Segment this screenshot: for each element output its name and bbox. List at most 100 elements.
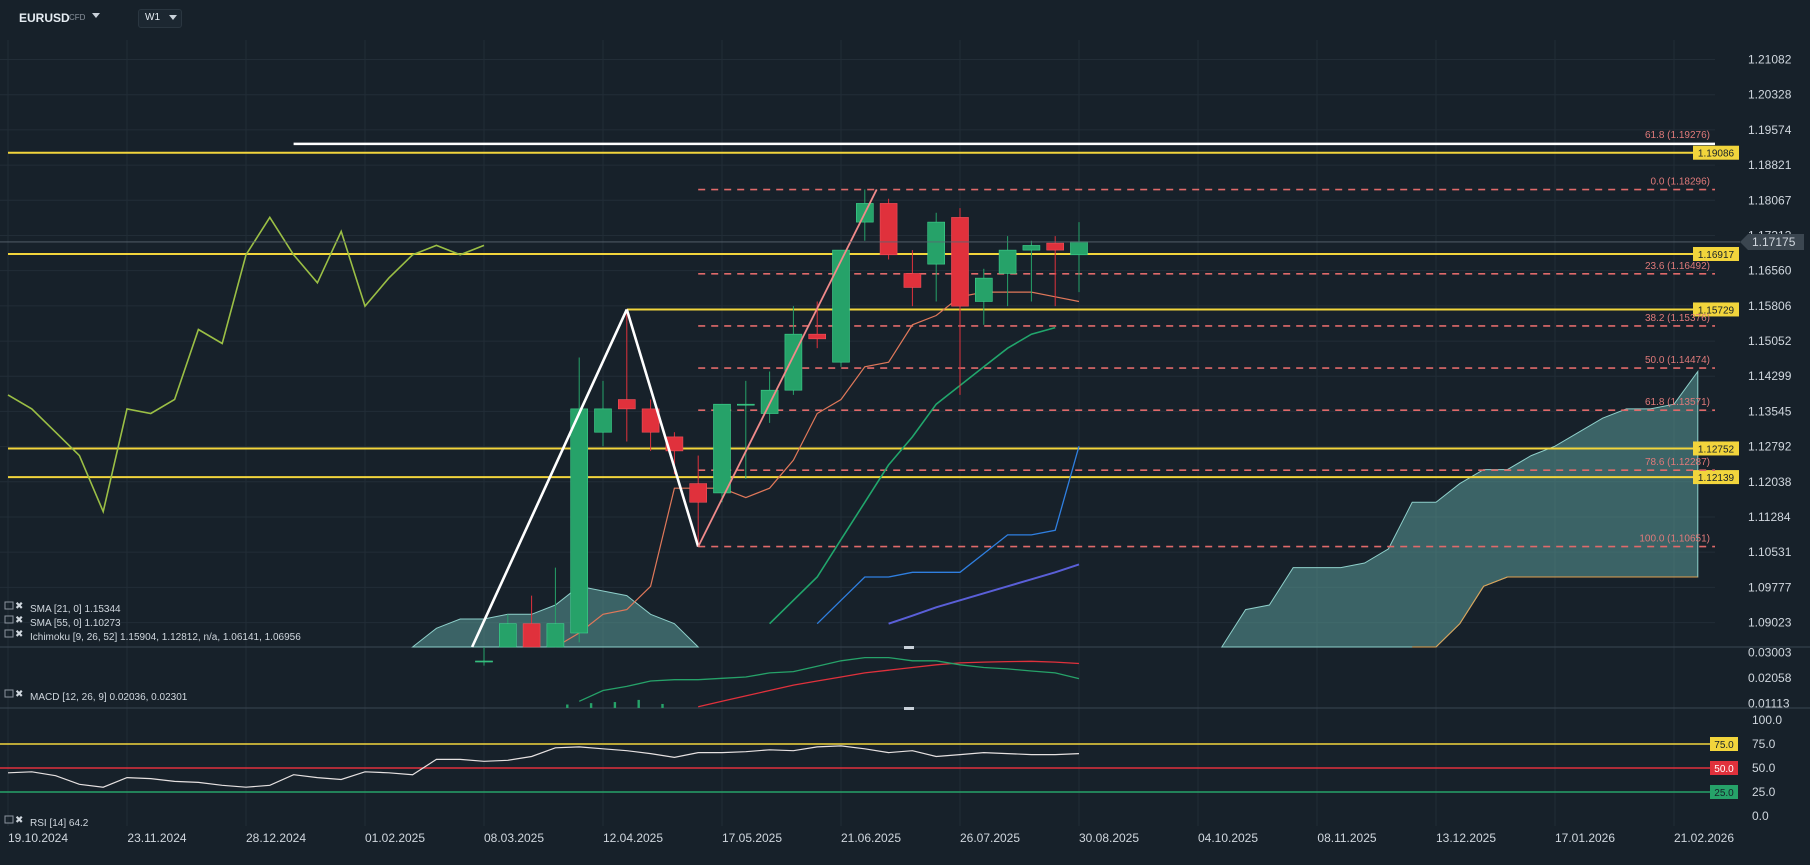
price-axis-tick: 1.11284 [1748, 510, 1791, 524]
white-level-label: 61.8 (1.19276) [1645, 130, 1710, 141]
candle-body [927, 221, 946, 265]
legend-settings-icon[interactable] [4, 615, 14, 624]
candle-body [713, 403, 731, 494]
price-axis-tick: 1.09777 [1748, 580, 1792, 594]
legend-settings-icon[interactable] [4, 629, 14, 638]
macd-histogram-bar [613, 702, 617, 708]
fib-level-label: 0.0 (1.18296) [1651, 177, 1711, 188]
candle-body [665, 436, 684, 452]
legend-sma2[interactable]: ✖ SMA [55, 0] 1.10273 [4, 615, 121, 629]
macd-histogram-bar [589, 703, 593, 708]
price-candles [475, 189, 1088, 666]
price-axis-tick: 1.16560 [1748, 264, 1792, 278]
rsi-axis-tick: 25.0 [1752, 785, 1776, 799]
timeframe-chevron-down-icon[interactable] [169, 15, 177, 20]
zigzag-drawing[interactable] [470, 189, 878, 648]
zigzag-segment [470, 308, 628, 648]
horizontal-levels[interactable]: 1.19086 1.16917 1.15729 1.12752 1.12139 61.8 … [8, 130, 1739, 485]
fib-level-label: 38.2 (1.15376) [1645, 313, 1710, 324]
time-axis-tick: 01.02.2025 [365, 831, 425, 845]
rsi-axis-tick: 50.0 [1752, 761, 1776, 775]
legend-sma1[interactable]: ✖ SMA [21, 0] 1.15344 [4, 601, 121, 615]
candle-body [736, 403, 755, 406]
legend-close-icon[interactable]: ✖ [15, 615, 23, 626]
candle-body [522, 623, 541, 648]
time-axis-tick: 12.04.2025 [603, 831, 663, 845]
legend-settings-icon[interactable] [4, 689, 14, 698]
zigzag-segment [697, 189, 878, 548]
legend-macd-text: MACD [12, 26, 9] 0.02036, 0.02301 [30, 692, 188, 703]
price-axis-tick: 1.19574 [1748, 123, 1792, 137]
chart-axes: 1.210821.203281.195741.188211.180671.173… [0, 53, 1804, 845]
cloud-region-future [1220, 369, 1699, 648]
legend-close-icon[interactable]: ✖ [15, 689, 23, 700]
symbol-dropdown-chevron-down-icon[interactable] [92, 13, 100, 18]
time-axis-tick: 21.02.2026 [1674, 831, 1734, 845]
symbol-type: CFD [69, 13, 86, 22]
rsi-level-tag [1710, 761, 1738, 775]
level-price-label: 1.19086 [1698, 149, 1735, 160]
pane-resize-handle[interactable] [904, 707, 914, 710]
level-price-label: 1.15729 [1698, 305, 1735, 316]
rsi-line [7, 745, 1080, 788]
chart-toolbar: EURUSD CFD W1 [0, 0, 1810, 36]
macd-histogram-bar [566, 704, 569, 708]
candle-body [1070, 241, 1088, 256]
rsi-level-label: 25.0 [1714, 788, 1734, 799]
macd-axis-tick: 0.02058 [1748, 671, 1792, 685]
candle-body [903, 273, 922, 288]
pane-resize-handle[interactable] [904, 646, 914, 649]
time-axis-tick: 19.10.2024 [8, 831, 68, 845]
zigzag-segment [625, 309, 700, 547]
time-axis-tick: 26.07.2025 [960, 831, 1020, 845]
time-axis-tick: 17.01.2026 [1555, 831, 1615, 845]
kijun-sen-line [816, 446, 1080, 625]
legend-settings-icon[interactable] [4, 815, 14, 824]
price-axis-tick: 1.21082 [1748, 53, 1792, 67]
candle-body [689, 483, 708, 503]
candle-body [594, 408, 612, 433]
symbol-name[interactable]: EURUSD [19, 11, 70, 25]
timeframe-selector[interactable]: W1 [138, 9, 182, 28]
level-price-tag [1693, 470, 1739, 485]
time-axis-tick: 23.11.2024 [127, 831, 186, 845]
candle-body [475, 660, 493, 663]
legend-rsi[interactable]: ✖ RSI [14] 64.2 [4, 815, 89, 829]
legend-close-icon[interactable]: ✖ [15, 815, 23, 826]
level-price-label: 1.12139 [1698, 473, 1735, 484]
sma-21-line [769, 326, 1056, 625]
current-price-tag [1740, 233, 1804, 250]
legend-macd[interactable]: ✖ MACD [12, 26, 9] 0.02036, 0.02301 [4, 689, 188, 703]
legend-close-icon[interactable]: ✖ [15, 601, 23, 612]
rsi-level-label: 75.0 [1714, 740, 1734, 751]
legend-sma1-text: SMA [21, 0] 1.15344 [30, 604, 121, 615]
chikou-span-line [7, 215, 485, 515]
time-axis-tick: 17.05.2025 [722, 831, 782, 845]
macd-signal-line [698, 660, 1080, 708]
time-axis-tick: 04.10.2025 [1198, 831, 1258, 845]
fib-level-label: 50.0 (1.14474) [1645, 355, 1710, 366]
fib-level-label: 78.6 (1.12287) [1645, 457, 1710, 468]
time-axis-tick: 30.08.2025 [1079, 831, 1139, 845]
candle-body [998, 249, 1017, 274]
macd-main-line [578, 656, 1080, 702]
candle-body [1022, 245, 1041, 251]
price-axis-tick: 1.15052 [1748, 334, 1792, 348]
legend-ichimoku[interactable]: ✖ Ichimoku [9, 26, 52] 1.15904, 1.12812,… [4, 629, 301, 643]
macd-axis-tick: 0.03003 [1748, 646, 1792, 660]
legend-sma2-text: SMA [55, 0] 1.10273 [30, 618, 121, 629]
fibonacci-levels[interactable]: 0.0 (1.18296) 23.6 (1.16492) 38.2 (1.15376… [698, 177, 1715, 548]
candle-body [617, 399, 636, 410]
legend-rsi-text: RSI [14] 64.2 [30, 818, 89, 829]
legend-settings-icon[interactable] [4, 601, 14, 610]
macd-histogram-bar [661, 703, 664, 708]
price-axis-tick: 1.10531 [1748, 545, 1792, 559]
candle-body [808, 333, 827, 340]
legend-close-icon[interactable]: ✖ [15, 629, 23, 640]
legend-ichimoku-text: Ichimoku [9, 26, 52] 1.15904, 1.12812, n… [30, 632, 301, 643]
macd-axis-tick: 0.01113 [1748, 697, 1790, 711]
time-axis-tick: 08.11.2025 [1317, 831, 1376, 845]
fib-level-label: 100.0 (1.10651) [1639, 534, 1710, 545]
candle-body [498, 623, 517, 648]
